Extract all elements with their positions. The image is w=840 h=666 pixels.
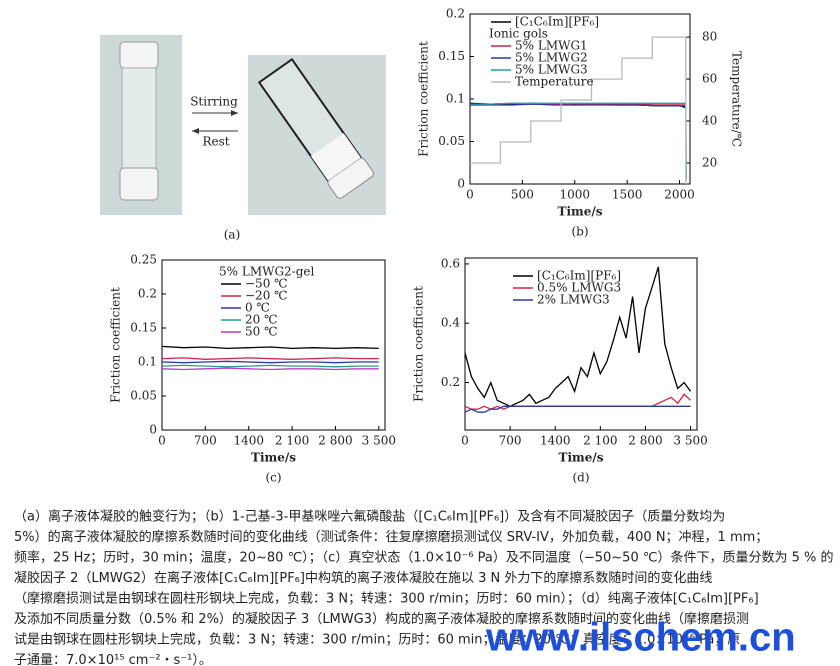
series-line xyxy=(464,405,691,413)
series-line xyxy=(161,345,379,350)
series-line xyxy=(161,364,379,368)
y2-tick-label: 80 xyxy=(702,30,717,44)
y-tick-label: 0 xyxy=(149,423,157,437)
y-tick-label: 0.1 xyxy=(446,92,465,106)
legend-label: −20 ℃ xyxy=(245,289,288,303)
caption-line: （摩擦磨损测试是由钢球在圆柱形钢块上完成，负载：3 N；转速：300 r/min… xyxy=(14,591,759,607)
vial-cap xyxy=(119,167,159,201)
y2-tick-label: 60 xyxy=(702,72,717,86)
legend-label: 2% LMWG3 xyxy=(537,293,610,307)
x-tick-label: 1000 xyxy=(559,188,590,202)
x-tick-label: 3 500 xyxy=(362,434,396,448)
legend-label: Temperature xyxy=(515,75,594,89)
plot-frame xyxy=(464,257,698,431)
x-tick-label: 700 xyxy=(194,434,217,448)
y-tick-label: 0.2 xyxy=(446,7,465,21)
x-tick-label: 2000 xyxy=(664,188,695,202)
x-tick-label: 0 xyxy=(158,434,166,448)
series-line xyxy=(470,102,687,180)
vial xyxy=(121,67,157,169)
legend-label: 5% LMWG3 xyxy=(515,63,588,77)
series-line xyxy=(464,393,692,410)
watermark: www.ilschem.cn xyxy=(485,616,796,660)
x-tick-label: 0 xyxy=(466,188,474,202)
photo-panel: Stirring Rest (a) xyxy=(100,35,386,242)
x-tick-label: 1400 xyxy=(540,434,571,448)
panel-label: (c) xyxy=(265,471,281,485)
legend-label: 50 ℃ xyxy=(245,325,278,339)
arrow-label: Stirring xyxy=(190,95,238,109)
x-axis-title: Time/s xyxy=(558,205,603,219)
caption-line: 及添加不同质量分数（0.5% 和 2%）的凝胶因子 3（LMWG3）构成的离子液… xyxy=(14,611,749,627)
y-tick-label: 0.15 xyxy=(130,321,157,335)
x-tick-label: 2 100 xyxy=(275,434,309,448)
caption-line: 子通量：7.0×10¹⁵ cm⁻²・s⁻¹）。 xyxy=(14,653,212,666)
x-tick-label: 500 xyxy=(511,188,534,202)
caption-line: 凝胶因子 2（LMWG2）在离子液体[C₁C₆Im][PF₆]中构筑的离子液体凝… xyxy=(14,570,712,586)
caption-line: （a）离子液体凝胶的触变行为；（b）1-己基-3-甲基咪唑六氟磷酸盐（[C₁C₆… xyxy=(14,509,725,525)
arrow-head xyxy=(192,128,199,134)
y2-tick-label: 20 xyxy=(702,156,717,170)
x-tick-label: 3 500 xyxy=(673,434,707,448)
legend-title: Ionic gols xyxy=(489,27,548,41)
series-line xyxy=(470,36,687,184)
series-line xyxy=(161,357,379,360)
plot-frame xyxy=(161,259,386,431)
legend-label: 0 ℃ xyxy=(245,301,270,315)
arrow-label: Rest xyxy=(202,135,229,149)
x-axis-title: Time/s xyxy=(559,451,604,465)
y-tick-label: 0.05 xyxy=(130,389,157,403)
y2-axis-title: Temperature/℃ xyxy=(730,51,744,147)
y-tick-label: 0.25 xyxy=(130,253,157,267)
series-line xyxy=(161,367,379,371)
y-tick-label: 0.2 xyxy=(441,375,460,389)
panel-label: (a) xyxy=(224,228,241,242)
legend-label: 0.5% LMWG3 xyxy=(537,281,621,295)
x-tick-label: 0 xyxy=(461,434,469,448)
legend-label: 5% LMWG2 xyxy=(515,51,588,65)
x-tick-label: 1400 xyxy=(233,434,264,448)
y-tick-label: 0.6 xyxy=(441,256,460,270)
legend-title: 5% LMWG2-gel xyxy=(219,265,315,279)
vial-cap xyxy=(119,41,159,69)
x-axis-title: Time/s xyxy=(251,451,296,465)
y2-tick-label: 40 xyxy=(702,114,717,128)
panel-label: (d) xyxy=(572,471,589,485)
caption-line: 5%）的离子液体凝胶的摩擦系数随时间的变化曲线（测试条件：往复摩擦磨损测试仪 S… xyxy=(14,529,768,545)
legend-label: [C₁C₆Im][PF₆] xyxy=(515,15,599,29)
series-line xyxy=(470,103,686,107)
y-tick-label: 0.2 xyxy=(138,287,157,301)
panel-label: (b) xyxy=(571,225,588,239)
series-line xyxy=(161,360,379,364)
x-tick-label: 2 100 xyxy=(583,434,617,448)
tilted-vial xyxy=(257,57,374,199)
x-tick-label: 2 800 xyxy=(628,434,662,448)
y-tick-label: 0.1 xyxy=(138,355,157,369)
legend-label: [C₁C₆Im][PF₆] xyxy=(537,269,621,283)
y-tick-label: 0 xyxy=(457,177,465,191)
y-axis-title: Friction coefficient xyxy=(109,287,123,403)
x-tick-label: 1500 xyxy=(612,188,643,202)
y-tick-label: 0.4 xyxy=(441,316,460,330)
y-tick-label: 0.05 xyxy=(438,134,465,148)
caption-line: 试是由钢球在圆柱形钢块上完成，负载：3 N；转速：300 r/min；历时：60… xyxy=(14,632,740,648)
legend-label: 5% LMWG1 xyxy=(515,39,588,53)
y-tick-label: 0.15 xyxy=(438,49,465,63)
series-line xyxy=(464,266,692,408)
arrow-head xyxy=(231,110,238,116)
y-axis-title: Friction coefficient xyxy=(412,286,426,402)
caption-line: 频率，25 Hz；历时，30 min；温度，20~80 ℃）；（c）真空状态（1… xyxy=(14,550,833,566)
legend-label: 20 ℃ xyxy=(245,313,278,327)
y-axis-title: Friction coefficient xyxy=(417,41,431,157)
x-tick-label: 2 800 xyxy=(318,434,352,448)
x-tick-label: 700 xyxy=(499,434,522,448)
legend-label: −50 ℃ xyxy=(245,277,288,291)
